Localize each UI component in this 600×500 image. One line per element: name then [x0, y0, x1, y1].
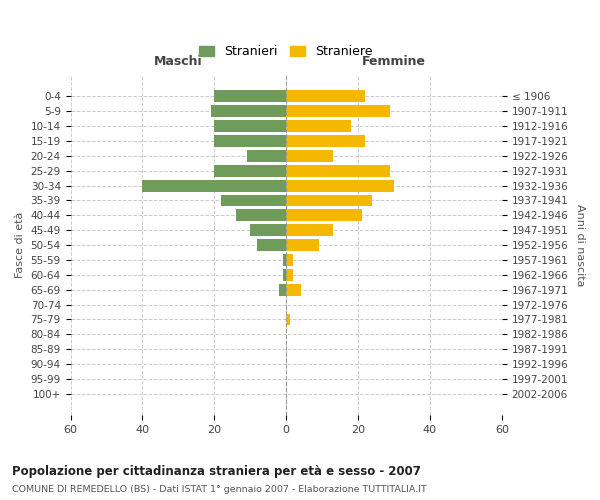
- Bar: [257, 239, 286, 251]
- Bar: [142, 180, 286, 192]
- Bar: [286, 239, 319, 251]
- Bar: [283, 269, 286, 281]
- Bar: [211, 106, 286, 117]
- Bar: [286, 165, 391, 176]
- Bar: [247, 150, 286, 162]
- Bar: [286, 284, 301, 296]
- Bar: [286, 180, 394, 192]
- Text: Maschi: Maschi: [154, 55, 203, 68]
- Bar: [286, 194, 373, 206]
- Bar: [286, 150, 333, 162]
- Bar: [286, 314, 290, 326]
- Text: Popolazione per cittadinanza straniera per età e sesso - 2007: Popolazione per cittadinanza straniera p…: [12, 465, 421, 478]
- Bar: [214, 165, 286, 176]
- Bar: [236, 210, 286, 222]
- Bar: [214, 90, 286, 102]
- Bar: [286, 90, 365, 102]
- Legend: Stranieri, Straniere: Stranieri, Straniere: [194, 40, 378, 64]
- Bar: [214, 120, 286, 132]
- Bar: [286, 210, 362, 222]
- Bar: [250, 224, 286, 236]
- Bar: [279, 284, 286, 296]
- Text: COMUNE DI REMEDELLO (BS) - Dati ISTAT 1° gennaio 2007 - Elaborazione TUTTITALIA.: COMUNE DI REMEDELLO (BS) - Dati ISTAT 1°…: [12, 485, 427, 494]
- Y-axis label: Fasce di età: Fasce di età: [15, 212, 25, 278]
- Bar: [286, 106, 391, 117]
- Bar: [283, 254, 286, 266]
- Bar: [214, 135, 286, 147]
- Bar: [286, 254, 293, 266]
- Bar: [286, 224, 333, 236]
- Bar: [286, 135, 365, 147]
- Text: Femmine: Femmine: [362, 55, 426, 68]
- Bar: [286, 120, 351, 132]
- Bar: [221, 194, 286, 206]
- Bar: [286, 269, 293, 281]
- Y-axis label: Anni di nascita: Anni di nascita: [575, 204, 585, 286]
